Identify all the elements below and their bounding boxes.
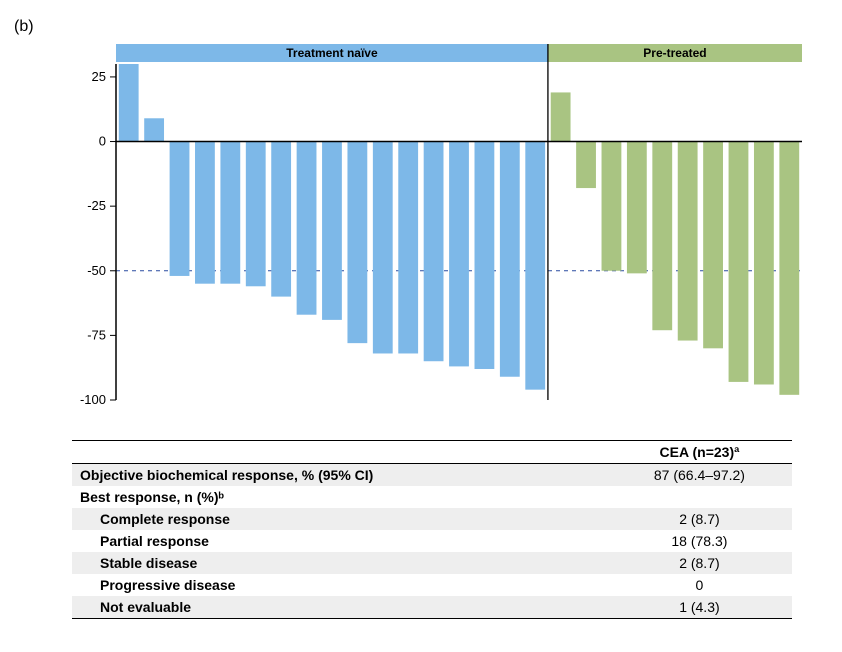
- row-label: Partial response: [72, 530, 607, 552]
- y-tick-label: -75: [87, 327, 106, 342]
- bar: [449, 142, 469, 367]
- y-tick-label: -25: [87, 198, 106, 213]
- bar: [119, 64, 139, 142]
- bar: [373, 142, 393, 354]
- y-tick-label: 25: [92, 69, 106, 84]
- row-value: 87 (66.4–97.2): [607, 464, 792, 487]
- table-row: Partial response18 (78.3): [72, 530, 792, 552]
- bar: [754, 142, 774, 385]
- row-value: 18 (78.3): [607, 530, 792, 552]
- table-row: Not evaluable1 (4.3): [72, 596, 792, 619]
- bar: [551, 92, 571, 141]
- table-row: Complete response2 (8.7): [72, 508, 792, 530]
- row-label: Complete response: [72, 508, 607, 530]
- bar: [779, 142, 799, 395]
- table-row: Stable disease2 (8.7): [72, 552, 792, 574]
- bar: [602, 142, 622, 271]
- bar: [398, 142, 418, 354]
- row-label: Not evaluable: [72, 596, 607, 619]
- bar: [322, 142, 342, 320]
- bar: [729, 142, 749, 382]
- row-value: 2 (8.7): [607, 508, 792, 530]
- bar: [652, 142, 672, 331]
- row-value: [607, 486, 792, 508]
- bar: [576, 142, 596, 189]
- group-header-label: Pre-treated: [643, 46, 706, 60]
- y-tick-label: 0: [99, 134, 106, 149]
- row-value: 2 (8.7): [607, 552, 792, 574]
- bar: [297, 142, 317, 315]
- bar: [246, 142, 266, 287]
- bar: [500, 142, 520, 377]
- table-header-value: CEA (n=23)ª: [607, 441, 792, 464]
- row-label: Best response, n (%)ᵇ: [72, 486, 607, 508]
- bar: [703, 142, 723, 349]
- group-header-label: Treatment naïve: [286, 46, 378, 60]
- row-label: Stable disease: [72, 552, 607, 574]
- bar: [220, 142, 240, 284]
- y-tick-label: -100: [80, 392, 106, 407]
- row-label: Objective biochemical response, % (95% C…: [72, 464, 607, 487]
- bar: [347, 142, 367, 344]
- table-row: Objective biochemical response, % (95% C…: [72, 464, 792, 487]
- bar: [195, 142, 215, 284]
- panel-label: (b): [14, 18, 34, 36]
- bar: [474, 142, 494, 369]
- bar: [525, 142, 545, 390]
- bar: [627, 142, 647, 274]
- bar: [170, 142, 190, 276]
- table-row: Best response, n (%)ᵇ: [72, 486, 792, 508]
- bar: [424, 142, 444, 362]
- row-label: Progressive disease: [72, 574, 607, 596]
- table-row: Progressive disease0: [72, 574, 792, 596]
- waterfall-chart: Treatment naïve Pre-treated 25 0 -25 -50 -75 -1…: [70, 28, 812, 418]
- row-value: 1 (4.3): [607, 596, 792, 619]
- response-table: CEA (n=23)ª Objective biochemical respon…: [72, 440, 792, 619]
- bar: [678, 142, 698, 341]
- y-tick-label: -50: [87, 263, 106, 278]
- row-value: 0: [607, 574, 792, 596]
- table-header-blank: [72, 441, 607, 464]
- bar: [144, 118, 164, 141]
- bar: [271, 142, 291, 297]
